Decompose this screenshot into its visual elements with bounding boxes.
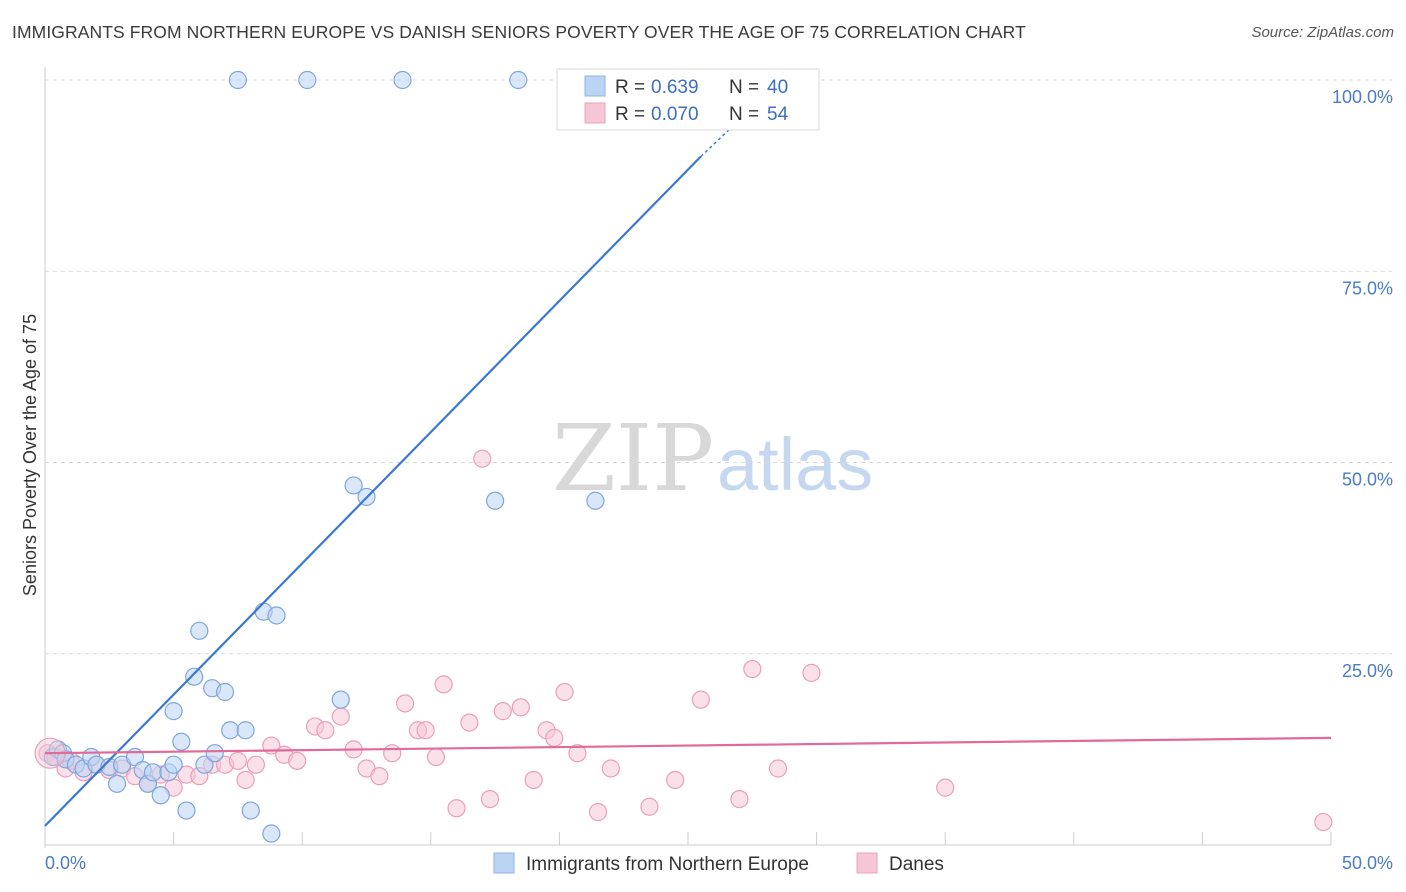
legend-swatch-danes [856,852,878,874]
point-danes [601,759,620,778]
point-danes [426,747,446,767]
trendline-danes [44,736,1332,755]
point-danes [447,799,466,818]
point-immigrants [221,721,240,740]
point-danes [802,663,821,682]
chart-title: IMMIGRANTS FROM NORTHERN EUROPE VS DANIS… [12,22,1026,42]
point-danes [416,721,435,740]
point-danes [331,707,350,726]
stats-n-value-pink: 54 [767,104,789,125]
point-immigrants [298,70,317,90]
axes: 25.0% 50.0% 75.0% 100.0% 0.0% 50.0% [44,67,1393,873]
point-danes [228,751,247,770]
point-danes [768,759,788,778]
point-danes [370,767,389,786]
source-label: Source: ZipAtlas.com [1251,24,1394,41]
point-danes [493,702,512,721]
stats-r-label-blue: R = [615,77,645,98]
stats-legend: R = 0.639 N = 40 R = 0.070 N = 54 [556,68,820,131]
legend-swatch-immigrants [493,852,515,874]
point-immigrants [164,755,183,774]
point-immigrants [393,70,412,90]
point-danes [730,789,749,809]
stats-r-label-pink: R = [615,104,645,125]
y-tick-label: 100.0% [1332,87,1393,107]
point-immigrants [205,744,224,763]
legend-label-immigrants: Immigrants from Northern Europe [526,854,809,875]
point-danes [236,770,255,790]
watermark-zip: ZIP [552,405,714,512]
y-axis-label: Seniors Poverty Over the Age of 75 [20,314,40,596]
point-danes [511,698,530,717]
grid-lines [45,79,1392,655]
point-immigrants [107,774,127,793]
point-immigrants [486,491,505,510]
point-immigrants [164,702,183,721]
point-danes [545,728,564,748]
point-danes [640,797,659,816]
point-danes [287,751,307,770]
point-danes [555,682,574,702]
point-immigrants [236,721,255,740]
stats-legend-swatch-blue [584,75,606,97]
point-danes [588,803,608,822]
point-immigrants [195,755,214,774]
point-danes [434,675,453,694]
point-danes [524,770,543,790]
stats-n-label-blue: N = [729,77,759,98]
watermark-atlas: atlas [717,423,873,506]
stats-n-label-pink: N = [729,104,759,125]
trendline-immigrants [44,155,702,827]
point-immigrants [190,621,209,640]
point-immigrants [215,682,235,702]
point-danes [936,778,955,797]
stats-legend-swatch-pink [584,102,606,124]
point-danes [666,770,685,790]
point-immigrants [228,70,247,90]
point-danes [691,690,710,709]
trend-lines [44,129,1332,827]
stats-r-value-pink: 0.070 [651,104,699,125]
point-danes [383,744,402,763]
point-immigrants [177,801,196,820]
stats-r-value-blue: 0.639 [651,77,699,98]
x-tick-label: 50.0% [1342,853,1393,873]
trendline-immigrants-extension [700,129,730,158]
point-immigrants [509,70,528,90]
point-immigrants [344,476,363,495]
point-danes [480,789,500,809]
point-immigrants [151,786,170,805]
x-tick-label: 0.0% [45,853,86,873]
point-immigrants [262,824,281,843]
y-tick-label: 75.0% [1342,278,1393,298]
point-danes [743,659,762,679]
point-immigrants [267,606,286,625]
point-immigrants [172,732,191,751]
point-immigrants [185,667,204,686]
y-tick-label: 25.0% [1342,661,1393,681]
point-danes [473,449,492,468]
stats-n-value-blue: 40 [767,77,788,98]
point-danes [1314,812,1333,832]
point-danes [568,744,587,763]
point-danes [460,713,479,732]
point-danes [395,694,415,713]
point-danes [316,721,335,740]
point-immigrants [143,763,163,782]
series-legend: Immigrants from Northern Europe Danes [493,852,944,875]
y-tick-label: 50.0% [1342,470,1393,490]
point-immigrants [241,801,260,820]
point-immigrants [331,690,350,709]
legend-label-danes: Danes [889,854,944,875]
point-immigrants [586,491,605,510]
point-danes [246,755,266,774]
